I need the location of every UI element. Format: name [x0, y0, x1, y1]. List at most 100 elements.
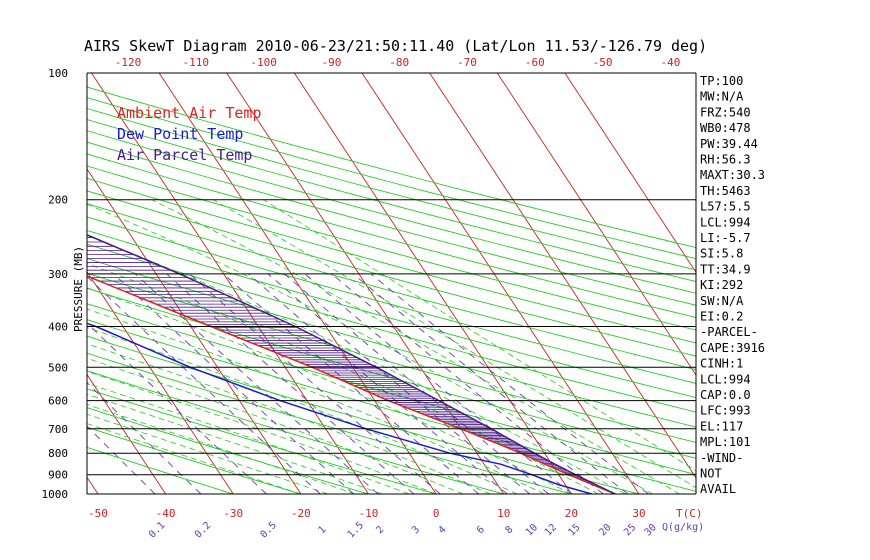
mixing-ratio-label: 1	[317, 524, 329, 536]
top-temp-tick-label: -80	[389, 56, 409, 69]
frame-layer	[86, 72, 697, 495]
moist-adiabat-line	[87, 357, 464, 494]
bottom-temp-tick-label: -40	[156, 507, 176, 520]
bottom-axis-label: T(C)	[676, 507, 703, 520]
mixing-ratio-label: 10	[524, 522, 540, 538]
isotherm-line	[158, 73, 437, 494]
dry-adiabat-line	[87, 335, 640, 494]
mixing-ratio-line	[134, 273, 379, 494]
dry-adiabat-line	[87, 153, 696, 318]
dry-adiabat-line	[87, 388, 437, 494]
top-temp-tick-label: -50	[593, 56, 613, 69]
index-item: AVAIL	[700, 482, 736, 496]
mixing-ratio-label: 20	[597, 522, 613, 538]
mixing-ratio-line	[267, 273, 531, 494]
top-temp-tick-label: -70	[457, 56, 477, 69]
dry-adiabat-line	[87, 107, 696, 271]
mixing-ratio-line	[87, 425, 156, 494]
isotherm-line	[496, 73, 696, 376]
pressure-tick-label: 300	[48, 268, 68, 281]
index-item: EI:0.2	[700, 310, 743, 324]
mixing-ratio-line	[189, 273, 441, 494]
moist-adiabat-line	[87, 287, 572, 494]
bottom-temp-tick-label: -20	[291, 507, 311, 520]
index-item: SI:5.8	[700, 247, 743, 261]
mixing-ratio-line	[113, 273, 354, 494]
dry-adiabat-line	[87, 229, 696, 399]
dry-adiabat-line	[87, 165, 696, 331]
dry-adiabat-line	[87, 426, 302, 494]
dry-adiabat-line	[87, 258, 696, 428]
index-item: RH:56.3	[700, 153, 751, 167]
moist-adiabat-line	[87, 235, 626, 494]
isotherm-line	[91, 73, 369, 494]
index-item: FRZ:540	[700, 105, 751, 119]
index-item: MPL:101	[700, 435, 751, 449]
legend: Ambient Air Temp Dew Point Temp Air Parcel…	[117, 104, 262, 164]
index-item: LCL:994	[700, 372, 751, 386]
mixing-ratio-line	[223, 273, 480, 494]
dry-adiabat-line	[87, 272, 696, 443]
isotherm-line	[0, 73, 30, 494]
isotherm-line	[429, 73, 696, 479]
mixing-ratio-line	[304, 273, 573, 494]
isotherm-line	[87, 168, 302, 494]
mixing-ratio-label: 15	[566, 522, 582, 538]
dry-adiabat-line	[87, 352, 572, 494]
index-item: CAPE:3916	[700, 341, 765, 355]
dry-adiabat-line	[87, 303, 696, 475]
y-axis-label: PRESSURE (MB)	[72, 246, 85, 332]
chart-title: AIRS SkewT Diagram 2010-06-23/21:50:11.4…	[84, 37, 707, 55]
bottom-temp-tick-label: -50	[88, 507, 108, 520]
moist-adiabat-line	[212, 199, 696, 489]
index-item: SW:N/A	[700, 294, 744, 308]
top-temp-tick-label: -40	[660, 56, 680, 69]
index-item: TP:100	[700, 74, 743, 88]
isotherm-line	[293, 73, 572, 494]
index-item: TT:34.9	[700, 262, 751, 276]
bottom-temp-tick-label: -30	[223, 507, 243, 520]
index-item: -WIND-	[700, 451, 743, 465]
mixing-ratio-unit: Q(g/kg)	[662, 522, 704, 533]
pressure-tick-label: 900	[48, 469, 68, 482]
pressure-tick-label: 200	[48, 194, 68, 207]
hatch-fill-layer	[87, 237, 612, 493]
top-temp-tick-label: -100	[250, 56, 277, 69]
isotherm-line	[361, 73, 640, 494]
legend-entry: Air Parcel Temp	[117, 146, 252, 164]
legend-entry: Ambient Air Temp	[117, 104, 262, 122]
mixing-ratio-label: 3	[410, 524, 422, 536]
moist-adiabat-line	[87, 203, 653, 494]
top-temp-tick-label: -110	[183, 56, 210, 69]
dry-adiabat-line	[87, 370, 504, 494]
moist-adiabat-line	[87, 263, 599, 494]
dry-adiabat-line	[87, 130, 696, 294]
index-item: LFC:993	[700, 404, 751, 418]
dry-adiabat-line	[87, 319, 696, 492]
mixing-ratio-line	[352, 273, 629, 494]
isotherm-line	[564, 73, 696, 274]
index-item: L57:5.5	[700, 200, 751, 214]
index-item: -PARCEL-	[700, 325, 758, 339]
index-item: KI:292	[700, 278, 743, 292]
index-item: MAXT:30.3	[700, 168, 765, 182]
mixing-ratio-label: 0.5	[258, 520, 279, 541]
dry-adiabat-line	[87, 243, 696, 413]
bottom-temp-tick-label: -10	[359, 507, 379, 520]
index-item: CINH:1	[700, 357, 743, 371]
dry-adiabat-line	[87, 446, 234, 494]
mixing-ratio-line	[87, 275, 321, 494]
moist-adiabat-line	[87, 404, 356, 494]
top-temp-tick-label: -60	[525, 56, 545, 69]
bottom-temp-tick-label: 10	[497, 507, 510, 520]
index-item: CAP:0.0	[700, 388, 751, 402]
mixing-ratio-label: 0.1	[147, 520, 168, 541]
isotherm-line	[87, 270, 234, 494]
index-item: NOT	[700, 467, 722, 481]
dry-adiabat-line	[87, 141, 696, 306]
mixing-ratio-label: 6	[475, 524, 487, 536]
mixing-ratio-line	[87, 381, 202, 494]
dry-adiabat-line	[87, 177, 696, 344]
